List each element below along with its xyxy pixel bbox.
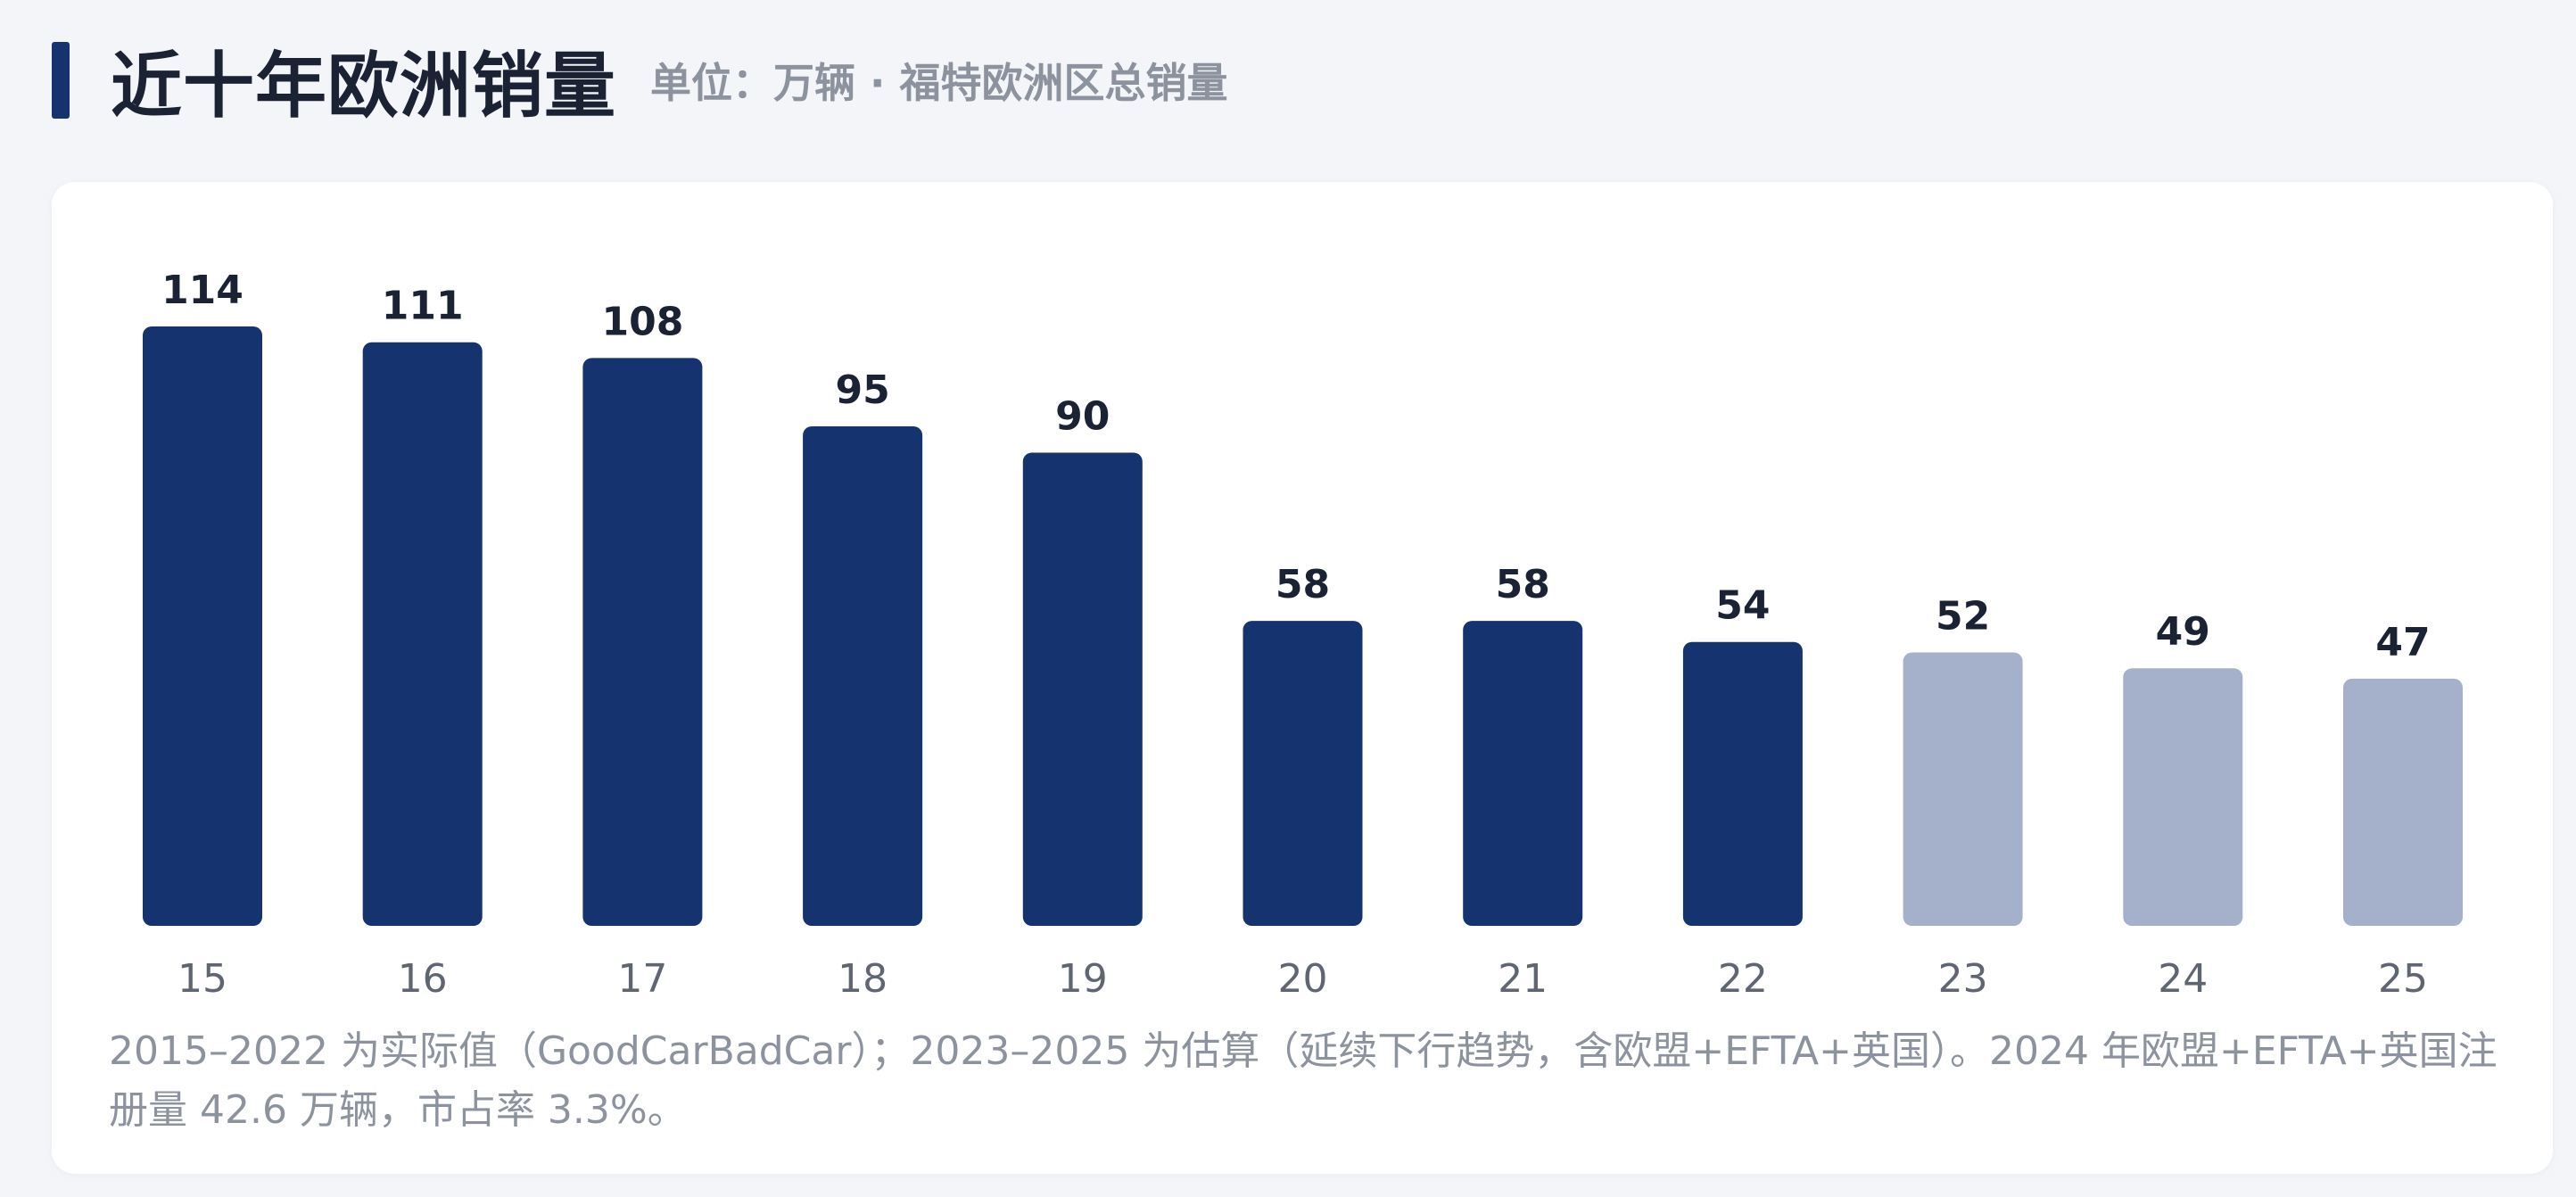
chart-footnote: 2015–2022 为实际值（GoodCarBadCar）；2023–2025 … — [109, 1028, 2498, 1133]
bar-23 — [1903, 652, 2023, 926]
bar-25 — [2343, 678, 2463, 926]
value-label-24: 49 — [2156, 609, 2210, 655]
bar-17 — [582, 358, 703, 926]
x-tick-19: 19 — [1058, 956, 1108, 1002]
value-label-21: 58 — [1496, 562, 1550, 607]
value-label-22: 54 — [1715, 583, 1770, 629]
value-label-15: 114 — [161, 268, 244, 313]
bar-15 — [143, 326, 262, 926]
bar-chart: 114 15 111 16 108 17 95 18 90 19 58 20 58 21 54 22 52 23 4… — [143, 268, 2463, 1002]
bar-16 — [362, 342, 483, 926]
x-tick-23: 23 — [1938, 956, 1988, 1002]
chart-title: 近十年欧洲销量 — [111, 45, 616, 128]
value-label-20: 58 — [1276, 562, 1330, 607]
bar-19 — [1022, 452, 1143, 926]
chart-header: 近十年欧洲销量 单位：万辆 · 福特欧洲区总销量 — [52, 34, 1228, 128]
value-label-23: 52 — [1936, 594, 1990, 640]
x-tick-24: 24 — [2158, 956, 2208, 1002]
chart-subtitle: 单位：万辆 · 福特欧洲区总销量 — [650, 59, 1228, 107]
bar-18 — [803, 426, 923, 926]
x-tick-15: 15 — [178, 956, 227, 1002]
x-tick-16: 16 — [398, 956, 448, 1002]
bar-20 — [1243, 621, 1363, 926]
x-tick-17: 17 — [617, 956, 667, 1002]
x-tick-21: 21 — [1498, 956, 1548, 1002]
title-accent-bar — [52, 42, 70, 119]
bar-24 — [2123, 668, 2243, 926]
bar-22 — [1682, 641, 1803, 926]
x-tick-22: 22 — [1718, 956, 1768, 1002]
value-label-17: 108 — [601, 299, 683, 344]
x-tick-20: 20 — [1278, 956, 1328, 1002]
value-label-18: 95 — [835, 367, 889, 413]
bar-21 — [1463, 621, 1583, 926]
x-tick-25: 25 — [2378, 956, 2428, 1002]
chart-card: 114 15 111 16 108 17 95 18 90 19 58 20 58 21 54 22 52 23 4… — [52, 182, 2553, 1174]
value-label-25: 47 — [2375, 620, 2430, 665]
value-label-16: 111 — [382, 284, 464, 329]
value-label-19: 90 — [1055, 394, 1110, 440]
x-tick-18: 18 — [838, 956, 888, 1002]
